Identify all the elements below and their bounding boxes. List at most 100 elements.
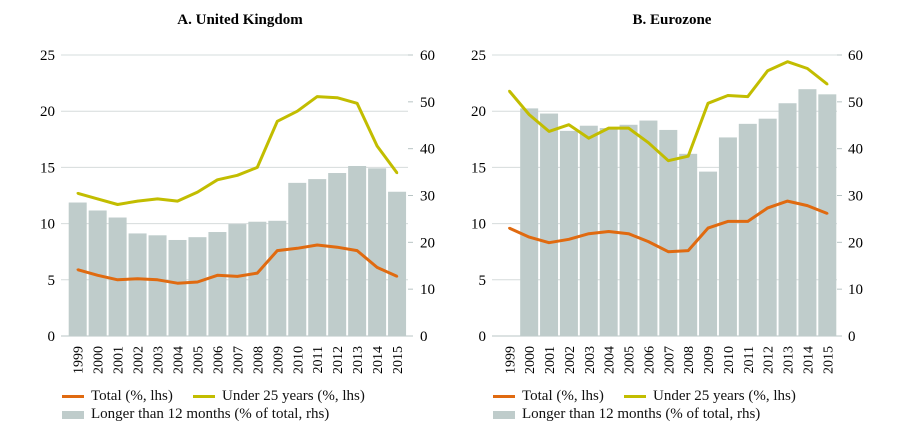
point-2013 — [786, 199, 789, 203]
left-tick-label: 25 — [471, 48, 486, 64]
point-2007 — [667, 250, 670, 253]
point-2014 — [375, 144, 379, 148]
x-tick-label: 1999 — [72, 346, 87, 374]
left-tick-label: 10 — [471, 217, 486, 233]
point-2015 — [826, 83, 829, 86]
point-1999 — [508, 226, 511, 230]
right-tick-label: 60 — [420, 48, 435, 64]
x-tick-label: 2014 — [801, 346, 816, 374]
x-tick-label: 2013 — [351, 346, 366, 374]
chart-title: B. Eurozone — [633, 12, 712, 28]
point-2003 — [156, 197, 159, 201]
point-2000 — [527, 235, 531, 239]
point-2010 — [296, 110, 299, 113]
point-2012 — [335, 246, 339, 249]
x-tick-label: 2006 — [211, 346, 226, 374]
point-2006 — [216, 178, 219, 181]
x-tick-label: 2001 — [543, 346, 558, 374]
point-2004 — [176, 199, 179, 203]
point-2009 — [276, 120, 279, 123]
bar-2007 — [659, 129, 678, 336]
x-tick-label: 2007 — [231, 346, 246, 374]
x-tick-label: 2015 — [821, 346, 836, 374]
point-2007 — [667, 159, 670, 162]
point-2008 — [686, 249, 690, 252]
left-tick-label: 20 — [471, 104, 486, 120]
bar-2003 — [148, 235, 167, 336]
bar-2011 — [308, 179, 327, 336]
point-2015 — [395, 171, 399, 175]
left-tick-label: 15 — [40, 160, 55, 176]
left-tick-label: 0 — [48, 329, 56, 345]
point-2004 — [607, 126, 610, 130]
x-tick-label: 2009 — [702, 346, 717, 374]
point-2014 — [806, 204, 809, 207]
point-2004 — [176, 281, 179, 285]
point-2001 — [116, 278, 119, 281]
point-2011 — [316, 243, 319, 247]
bar-2001 — [540, 113, 559, 337]
point-2011 — [746, 220, 749, 223]
bar-2015 — [818, 94, 837, 336]
bar-2000 — [88, 210, 107, 336]
legend-label-total: Total (%, lhs) — [522, 388, 604, 404]
point-2000 — [96, 197, 99, 201]
point-2012 — [766, 69, 769, 72]
right-tick-label: 20 — [420, 235, 435, 251]
right-tick-label: 20 — [848, 235, 863, 251]
left-tick-label: 20 — [40, 104, 55, 120]
legend-swatch-under25 — [624, 395, 646, 398]
point-2001 — [547, 130, 551, 133]
point-2003 — [587, 232, 590, 235]
bar-2001 — [108, 217, 127, 336]
point-2008 — [256, 166, 259, 169]
bar-2008 — [679, 153, 698, 336]
bar-2005 — [619, 124, 638, 336]
bar-2000 — [520, 108, 539, 336]
point-2001 — [547, 241, 551, 244]
x-tick-label: 2011 — [311, 346, 326, 373]
point-2005 — [196, 280, 199, 284]
x-tick-label: 2010 — [722, 346, 737, 374]
bar-2006 — [208, 232, 227, 336]
x-tick-label: 2000 — [92, 346, 107, 374]
left-tick-label: 5 — [48, 273, 56, 289]
x-tick-label: 1999 — [503, 346, 518, 374]
point-2002 — [567, 123, 571, 126]
point-2013 — [786, 60, 789, 63]
point-2002 — [136, 277, 139, 280]
right-tick-label: 10 — [420, 282, 435, 298]
point-2005 — [627, 232, 630, 235]
point-2007 — [236, 174, 239, 177]
x-tick-label: 2005 — [191, 346, 206, 374]
bar-2014 — [368, 168, 387, 336]
x-tick-label: 2002 — [132, 346, 147, 374]
bar-2003 — [579, 125, 598, 337]
legend-under25-uk: Under 25 years (%, lhs) — [193, 388, 365, 405]
point-2002 — [567, 238, 571, 241]
x-tick-label: 2008 — [682, 346, 697, 374]
right-tick-label: 40 — [420, 142, 435, 158]
x-tick-label: 2007 — [662, 346, 677, 374]
left-tick-label: 15 — [471, 160, 486, 176]
legend-label-bars: Longer than 12 months (% of total, rhs) — [522, 406, 761, 422]
legend-label-under25: Under 25 years (%, lhs) — [653, 388, 796, 404]
bar-2009 — [268, 220, 287, 336]
point-2001 — [116, 203, 119, 206]
right-tick-label: 30 — [420, 189, 435, 205]
point-2005 — [196, 190, 199, 194]
point-2006 — [647, 141, 650, 144]
point-2015 — [395, 275, 399, 278]
bar-2010 — [718, 137, 737, 336]
legend-bars-ez: Longer than 12 months (% of total, rhs) — [493, 406, 760, 423]
x-tick-label: 2004 — [172, 346, 187, 374]
legend-swatch-bars — [62, 410, 84, 419]
x-tick-label: 2015 — [391, 346, 406, 374]
left-tick-label: 10 — [40, 217, 55, 233]
x-tick-label: 2012 — [762, 346, 777, 374]
bar-2014 — [798, 89, 817, 337]
right-tick-label: 50 — [848, 95, 863, 111]
point-2015 — [826, 212, 829, 215]
legend-swatch-bars — [493, 410, 515, 419]
